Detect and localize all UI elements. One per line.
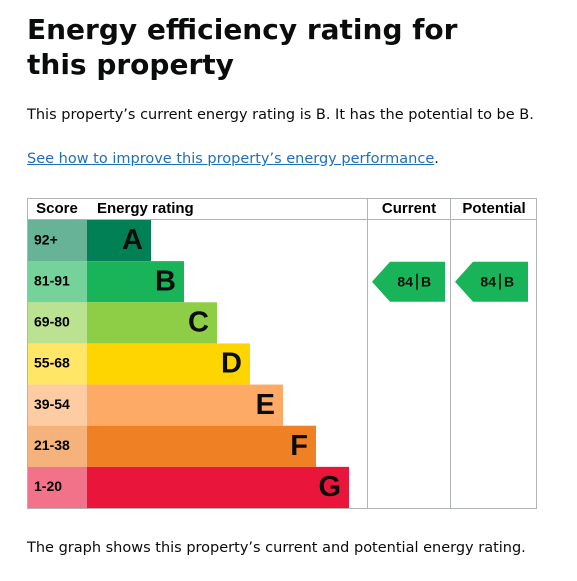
score-cell	[28, 425, 87, 467]
potential-arrow	[455, 261, 528, 302]
rating-letter: E	[256, 389, 275, 421]
column-header: Current	[382, 200, 436, 217]
rating-bar	[87, 466, 349, 508]
rating-letter: D	[221, 348, 242, 380]
rating-bar	[87, 220, 151, 262]
rating-letter: B	[155, 265, 176, 297]
score-label: 81-91	[34, 272, 70, 288]
score-cell	[28, 343, 87, 385]
rating-letter: A	[122, 224, 143, 256]
column-header: Score	[36, 200, 78, 217]
rating-chart: Score Energy rating Current Potential 92…	[27, 198, 537, 509]
current-score: 84	[397, 273, 413, 289]
score-cell	[28, 302, 87, 344]
current-rating: B	[421, 273, 431, 289]
table-grid	[27, 198, 537, 509]
rating-letter: F	[290, 430, 308, 462]
summary: This property’s current energy rating is…	[27, 107, 534, 123]
rating-letter: G	[318, 471, 341, 503]
current-arrow	[372, 261, 445, 302]
rating-bar	[87, 384, 283, 426]
rating-letter: C	[188, 307, 209, 339]
score-label: 92+	[34, 231, 58, 247]
score-cell	[28, 261, 87, 303]
column-header: Energy rating	[97, 200, 194, 217]
score-cell	[28, 384, 87, 426]
rating-bar	[87, 425, 316, 467]
rating-bar	[87, 343, 250, 385]
potential-rating: B	[504, 273, 514, 289]
score-label: 69-80	[34, 314, 70, 330]
footer: The graph shows this property’s current …	[27, 540, 526, 556]
score-cell	[28, 220, 87, 262]
score-label: 1-20	[34, 478, 62, 494]
score-label: 55-68	[34, 355, 70, 371]
score-label: 39-54	[34, 396, 70, 412]
table-border	[27, 198, 537, 509]
title: Energy efficiency rating for this proper…	[27, 13, 458, 81]
score-label: 21-38	[34, 437, 70, 453]
rating-bar	[87, 302, 217, 344]
link-line: See how to improve this property’s energ…	[27, 151, 439, 167]
potential-score: 84	[480, 273, 496, 289]
link-suffix: .	[434, 151, 439, 167]
improve-link[interactable]: See how to improve this property’s energ…	[27, 151, 435, 167]
column-header: Potential	[462, 200, 525, 217]
rating-bar	[87, 261, 184, 303]
score-cell	[28, 466, 87, 508]
